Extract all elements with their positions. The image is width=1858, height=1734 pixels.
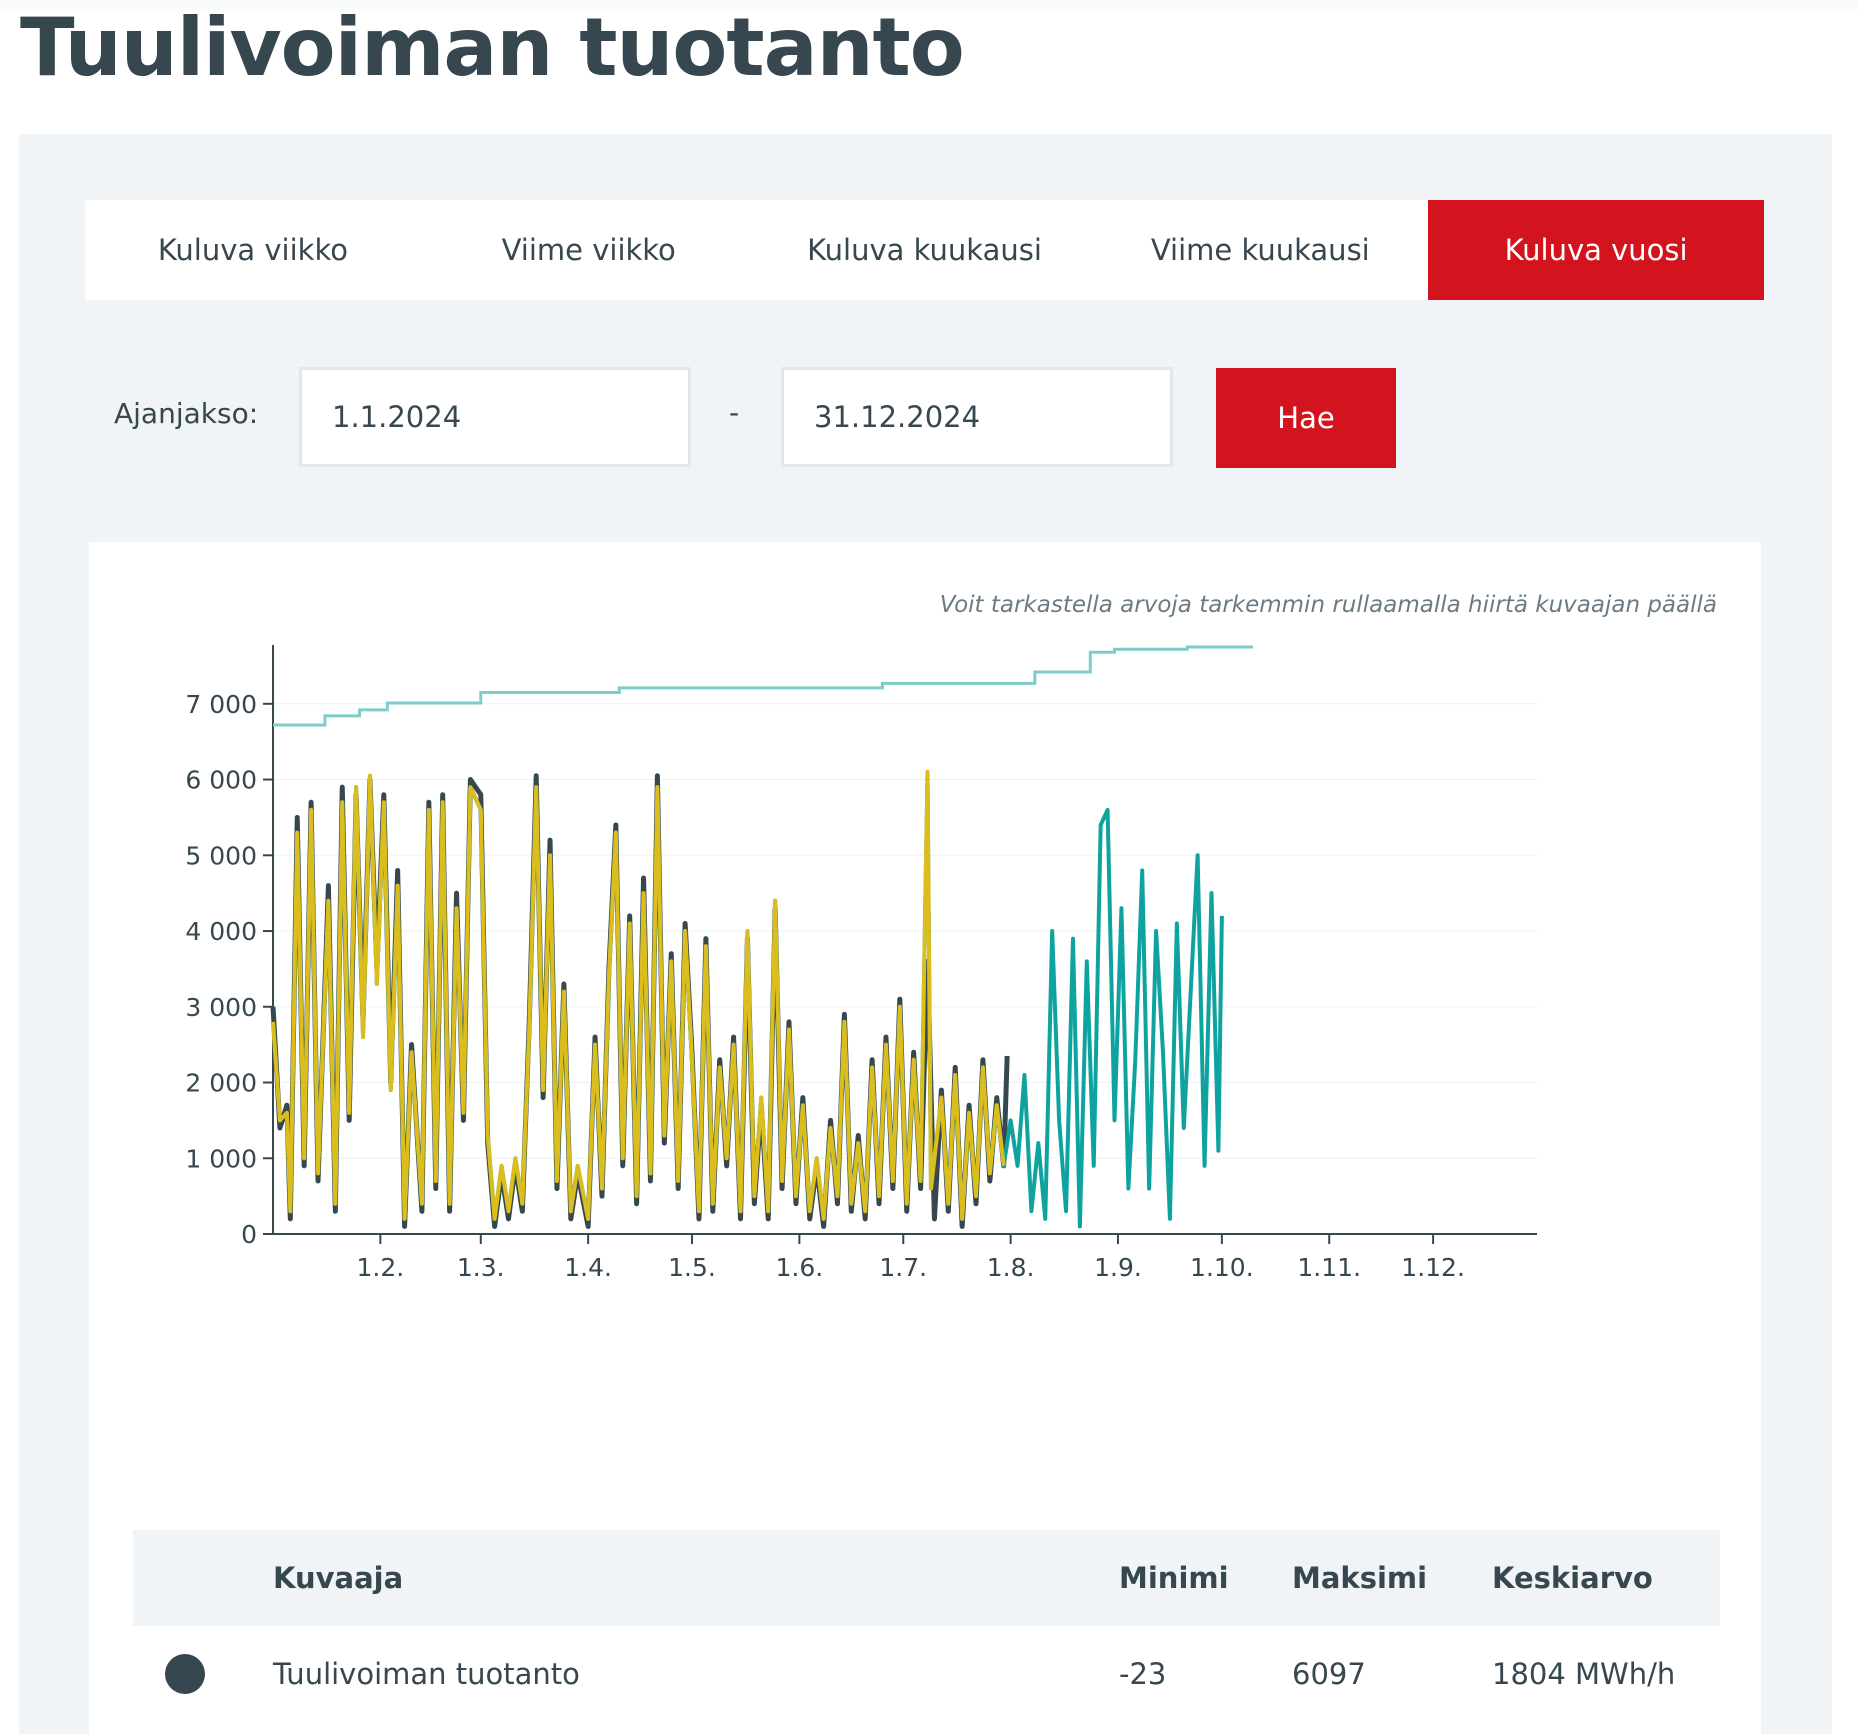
stats-header-row: Kuvaaja Minimi Maksimi Keskiarvo — [133, 1530, 1720, 1626]
x-tick-label: 1.10. — [1190, 1253, 1254, 1282]
date-to-input[interactable] — [781, 367, 1173, 467]
tab-current-week[interactable]: Kuluva viikko — [157, 233, 348, 267]
series-avg: 1804 MWh/h — [1492, 1657, 1676, 1691]
content-panel: Kuluva viikko Viime viikko Kuluva kuukau… — [19, 134, 1832, 1734]
x-tick-label: 1.9. — [1094, 1253, 1142, 1282]
x-tick-label: 1.5. — [668, 1253, 716, 1282]
x-tick-label: 1.8. — [987, 1253, 1035, 1282]
tab-current-year[interactable]: Kuluva vuosi — [1428, 200, 1764, 300]
page-title: Tuulivoiman tuotanto — [20, 1, 965, 94]
stats-header-min: Minimi — [1119, 1561, 1229, 1595]
period-tabs: Kuluva viikko Viime viikko Kuluva kuukau… — [85, 200, 1764, 300]
stats-header-indicator — [133, 1530, 273, 1626]
top-bar-shadow — [0, 0, 1858, 18]
y-tick-label: 0 — [241, 1220, 257, 1249]
date-from-input[interactable] — [299, 367, 691, 467]
chart-card: Voit tarkastella arvoja tarkemmin rullaa… — [89, 542, 1761, 1734]
x-tick-label: 1.4. — [564, 1253, 612, 1282]
y-tick-label: 6 000 — [185, 766, 257, 795]
x-tick-label: 1.7. — [879, 1253, 927, 1282]
y-tick-label: 5 000 — [185, 841, 257, 870]
y-tick-label: 4 000 — [185, 917, 257, 946]
y-tick-label: 7 000 — [185, 690, 257, 719]
table-row: Tuulivoiman tuotanto -23 6097 1804 MWh/h — [133, 1626, 1720, 1722]
y-tick-label: 1 000 — [185, 1144, 257, 1173]
x-tick-label: 1.6. — [776, 1253, 824, 1282]
y-tick-label: 3 000 — [185, 993, 257, 1022]
period-label: Ajanjakso: — [114, 397, 259, 430]
tab-last-week[interactable]: Viime viikko — [501, 233, 676, 267]
series-min: -23 — [1119, 1657, 1167, 1691]
x-tick-label: 1.11. — [1297, 1253, 1361, 1282]
capacity-line — [273, 645, 1254, 727]
series-color-dot[interactable] — [165, 1654, 205, 1694]
x-tick-label: 1.3. — [457, 1253, 505, 1282]
forecast-overlay-line — [271, 769, 1006, 1221]
tab-current-month[interactable]: Kuluva kuukausi — [807, 233, 1042, 267]
wind-production-chart[interactable]: 0 1 000 2 000 3 000 4 000 5 000 6 000 7 000 1.2.… — [89, 542, 1761, 1502]
stats-table: Kuvaaja Minimi Maksimi Keskiarvo Tuulivo… — [133, 1530, 1720, 1722]
stats-header-chart: Kuvaaja — [273, 1561, 404, 1595]
stats-header-max: Maksimi — [1292, 1561, 1428, 1595]
tab-last-month[interactable]: Viime kuukausi — [1150, 233, 1370, 267]
date-separator: - — [729, 396, 740, 429]
series-max: 6097 — [1292, 1657, 1366, 1691]
search-button[interactable]: Hae — [1216, 368, 1396, 468]
y-tick-label: 2 000 — [185, 1069, 257, 1098]
series-name: Tuulivoiman tuotanto — [273, 1657, 580, 1691]
stats-header-avg: Keskiarvo — [1492, 1561, 1653, 1595]
x-tick-label: 1.2. — [356, 1253, 404, 1282]
x-tick-label: 1.12. — [1401, 1253, 1465, 1282]
chart-hint: Voit tarkastella arvoja tarkemmin rullaa… — [939, 592, 1717, 618]
